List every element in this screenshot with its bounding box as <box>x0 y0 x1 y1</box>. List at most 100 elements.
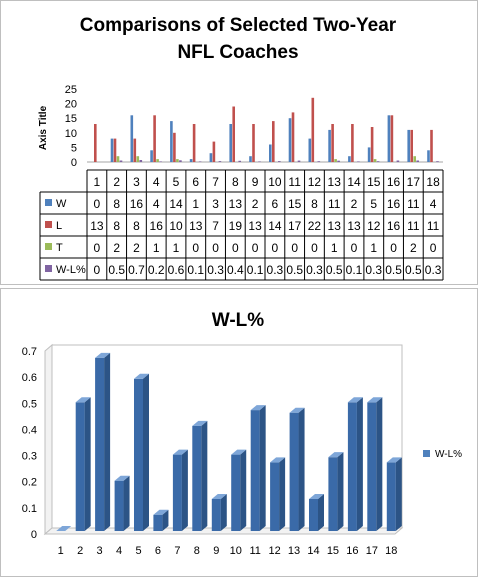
chart2-bar-15 <box>328 452 344 531</box>
chart1-table-cell: 16 <box>130 197 144 211</box>
chart2-x-tick-label: 5 <box>135 545 141 557</box>
chart1-bar-w-lpct-11 <box>297 160 301 162</box>
chart1-legend-label: T <box>56 242 63 254</box>
chart1-bar-l-16 <box>390 115 394 162</box>
chart1-bar-t-15 <box>373 159 377 162</box>
chart1-category-label: 15 <box>367 175 381 189</box>
chart2-bar-18 <box>386 457 402 531</box>
chart2-bar-side <box>162 509 169 531</box>
chart1-table-cell: 13 <box>229 197 243 211</box>
chart1-table-cell: 17 <box>288 219 302 233</box>
chart1-bar-l-6 <box>192 124 196 162</box>
chart2-bar-side <box>356 397 363 531</box>
chart1-table-cell: 0 <box>311 241 318 255</box>
chart2-bar-8 <box>192 420 208 531</box>
chart1-table-cell: 8 <box>311 197 318 211</box>
chart1-table-cell: 13 <box>347 219 361 233</box>
chart2-x-tick-label: 7 <box>174 545 180 557</box>
chart1-bar-l-14 <box>351 124 354 162</box>
chart1-bar-w-lpct-7 <box>218 161 222 162</box>
chart1-table-cell: 0.4 <box>227 263 244 277</box>
chart1-table-cell: 0 <box>430 241 437 255</box>
chart2-bar-side <box>318 494 324 531</box>
chart1-table-cell: 0 <box>94 241 101 255</box>
chart2-bar-front <box>250 410 260 531</box>
chart2-bar-top <box>172 449 188 455</box>
chart1-table-cell: 16 <box>387 219 401 233</box>
chart2-bar-front <box>231 454 241 531</box>
chart2-y-tick-label: 0.2 <box>22 477 37 489</box>
chart1-title-line1: Comparisons of Selected Two-Year <box>80 15 397 36</box>
chart1-category-label: 14 <box>347 175 361 189</box>
chart2-title: W-L% <box>212 310 264 331</box>
chart2-bar-5 <box>134 373 149 531</box>
chart1-table-cell: 0.3 <box>306 263 323 277</box>
chart1-bar-w-lpct-18 <box>436 161 439 162</box>
chart1-bar-w-lpct-6 <box>198 161 202 162</box>
chart1-bar-l-11 <box>291 112 295 162</box>
chart1-bar-w-13 <box>328 129 331 162</box>
chart2-y-tick-label: 0.1 <box>22 503 37 515</box>
chart1-y-tick-label: 5 <box>71 142 77 154</box>
chart1-table-cell: 4 <box>430 197 437 211</box>
chart1-table-cell: 0.2 <box>148 263 165 277</box>
chart2-bar-top <box>328 452 344 458</box>
chart1-table-cell: 2 <box>133 241 140 255</box>
chart1-y-tick-label: 20 <box>65 99 77 111</box>
chart1-bar-w-lpct-12 <box>317 161 321 162</box>
chart2-bar-10 <box>231 449 247 531</box>
chart1-category-label: 1 <box>94 175 101 189</box>
chart1-legend-label: L <box>56 220 62 232</box>
chart1-bar-w-lpct-5 <box>179 160 182 162</box>
chart1-table-cell: 0 <box>212 241 219 255</box>
chart1-bar-l-9 <box>252 124 255 162</box>
chart1-bar-l-7 <box>212 141 216 162</box>
chart1-table-cell: 0.3 <box>267 263 284 277</box>
chart1-y-tick-label: 10 <box>65 128 77 140</box>
chart1-table-cell: 2 <box>113 241 120 255</box>
chart1-table-cell: 4 <box>153 197 160 211</box>
chart1-bar-t-3 <box>136 156 140 162</box>
chart1-table-cell: 13 <box>90 219 104 233</box>
chart1-table-cell: 14 <box>268 219 282 233</box>
chart1-category-label: 10 <box>268 175 282 189</box>
chart1-table-cell: 1 <box>331 241 338 255</box>
chart1-bar-l-15 <box>370 127 374 162</box>
chart1-table-cell: 13 <box>189 219 203 233</box>
chart2-bar-front <box>153 514 163 531</box>
chart1-table-cell: 0.5 <box>385 263 402 277</box>
chart1-y-tick-label: 0 <box>71 157 77 169</box>
chart2-x-tick-label: 6 <box>155 545 161 557</box>
chart1-table-cell: 1 <box>153 241 160 255</box>
chart1-table-cell: 12 <box>367 219 381 233</box>
chart1-bar-w-16 <box>387 115 391 162</box>
chart2-bar-side <box>84 397 91 531</box>
chart1-bar-w-lpct-15 <box>376 161 380 162</box>
chart1-category-label: 5 <box>173 175 180 189</box>
chart1-table-cell: 0 <box>192 241 199 255</box>
chart1-table-cell: 1 <box>192 197 199 211</box>
chart1-bar-w-18 <box>427 150 430 162</box>
chart2-bar-top <box>192 420 208 426</box>
chart1-bar-l-17 <box>410 129 413 162</box>
chart2-bar-side <box>201 420 208 531</box>
chart2-bar-front <box>211 499 221 531</box>
chart1-bar-l-5 <box>173 132 176 162</box>
chart1-bar-w-14 <box>348 156 351 162</box>
chart1-legend-key-t <box>45 243 52 250</box>
chart2-bar-front <box>172 454 182 531</box>
chart2-bar-front <box>328 457 338 531</box>
chart2-bar-top <box>134 373 149 379</box>
chart1-bar-w-11 <box>288 118 292 162</box>
chart2-bar-top <box>289 407 305 413</box>
chart1-table-cell: 11 <box>427 219 440 233</box>
chart2-bar-side <box>143 373 149 531</box>
chart2-y-tick-label: 0.4 <box>22 424 37 436</box>
chart2-x-tick-label: 8 <box>194 545 200 557</box>
wl-percentage-chart: W-L% 00.10.20.30.40.50.60.71 2 3 4 5 6 7 8 9 10 11… <box>0 288 478 577</box>
chart2-bar-top <box>211 494 227 500</box>
chart1-table-cell: 22 <box>308 219 322 233</box>
chart2-bar-side <box>395 457 402 531</box>
chart1-table-cell: 0 <box>390 241 397 255</box>
chart1-table-cell: 0.5 <box>108 263 125 277</box>
